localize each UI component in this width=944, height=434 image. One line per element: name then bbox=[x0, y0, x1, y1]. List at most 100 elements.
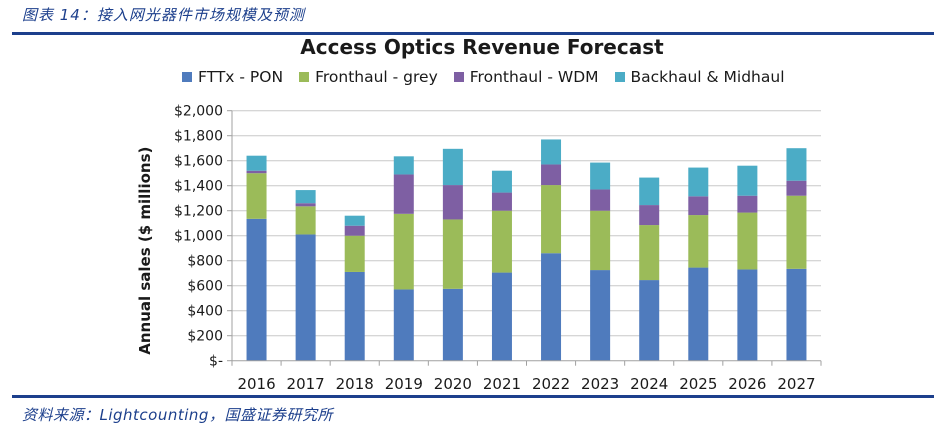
y-tick-label: $1,200 bbox=[174, 204, 223, 220]
legend-label: Fronthaul - grey bbox=[315, 68, 438, 86]
legend-label: FTTx - PON bbox=[198, 68, 284, 86]
bar-fronthaul-grey-2018 bbox=[344, 235, 365, 272]
bar-fttx-pon-2023 bbox=[590, 270, 611, 361]
bar-backhaul-midhaul-2025 bbox=[688, 167, 709, 197]
bar-stack-2019 bbox=[393, 156, 414, 361]
y-tick-label: $2,000 bbox=[174, 104, 223, 120]
bar-stack-2027 bbox=[786, 148, 807, 361]
bar-fttx-pon-2027 bbox=[786, 268, 807, 361]
legend-item-fttx-pon: FTTx - PON bbox=[182, 68, 283, 86]
y-tick-label: $1,600 bbox=[174, 154, 223, 170]
legend-swatch-fronthaul-wdm bbox=[453, 72, 464, 82]
bar-fronthaul-wdm-2024 bbox=[639, 205, 660, 226]
x-tick-label: 2018 bbox=[336, 375, 374, 393]
bar-fronthaul-grey-2021 bbox=[491, 210, 512, 273]
bar-fronthaul-wdm-2019 bbox=[393, 174, 414, 214]
bar-stack-2025 bbox=[688, 167, 709, 361]
x-tick-label: 2022 bbox=[532, 375, 570, 393]
bar-fronthaul-grey-2019 bbox=[393, 213, 414, 290]
legend-item-backhaul-midhaul: Backhaul & Midhaul bbox=[614, 68, 785, 86]
bar-stack-2026 bbox=[737, 165, 758, 361]
x-tick-label: 2023 bbox=[581, 375, 619, 393]
bar-fronthaul-grey-2026 bbox=[737, 212, 758, 270]
y-tick-label: $1,000 bbox=[174, 229, 223, 245]
legend-label: Backhaul & Midhaul bbox=[630, 68, 785, 86]
bar-fronthaul-grey-2025 bbox=[688, 215, 709, 268]
gridlines bbox=[227, 110, 821, 362]
bar-fronthaul-grey-2016 bbox=[246, 173, 267, 219]
bar-stack-2023 bbox=[590, 162, 611, 361]
x-tick-labels: 2016 2017 2018 2019 2020 2021 2022 2023 2024 2025… bbox=[237, 375, 815, 393]
y-tick-label: $1,400 bbox=[174, 179, 223, 195]
x-tick-label: 2027 bbox=[777, 375, 815, 393]
y-axis-label: Annual sales ($ millions) bbox=[136, 147, 154, 355]
bar-fronthaul-wdm-2021 bbox=[491, 192, 512, 211]
legend: FTTx - PON Fronthaul - grey Fronthaul - … bbox=[182, 68, 785, 86]
bar-fronthaul-grey-2017 bbox=[295, 206, 316, 235]
axes bbox=[231, 110, 822, 366]
bar-backhaul-midhaul-2024 bbox=[639, 177, 660, 206]
bar-stack-2022 bbox=[541, 139, 562, 361]
legend-item-fronthaul-wdm: Fronthaul - WDM bbox=[453, 68, 599, 86]
bar-fronthaul-grey-2023 bbox=[590, 210, 611, 271]
legend-swatch-fttx-pon bbox=[182, 72, 192, 82]
bar-fttx-pon-2024 bbox=[639, 280, 660, 361]
bar-fttx-pon-2018 bbox=[344, 271, 365, 361]
x-tick-label: 2025 bbox=[679, 375, 717, 393]
bar-backhaul-midhaul-2022 bbox=[541, 139, 562, 165]
x-tick-label: 2024 bbox=[630, 375, 668, 393]
y-tick-label: $400 bbox=[187, 304, 223, 320]
y-tick-label: $- bbox=[209, 354, 223, 370]
bar-stack-2018 bbox=[344, 215, 365, 361]
bar-fronthaul-wdm-2020 bbox=[442, 185, 463, 220]
bar-fttx-pon-2019 bbox=[393, 289, 414, 361]
y-tick-label: $600 bbox=[187, 279, 223, 295]
x-tick-label: 2026 bbox=[728, 375, 766, 393]
bar-backhaul-midhaul-2018 bbox=[344, 215, 365, 226]
bar-backhaul-midhaul-2016 bbox=[246, 155, 267, 171]
y-tick-label: $200 bbox=[187, 329, 223, 345]
bar-fttx-pon-2026 bbox=[737, 269, 758, 361]
bar-stack-2016 bbox=[246, 155, 267, 361]
bar-stack-2020 bbox=[442, 148, 463, 361]
bars bbox=[246, 139, 807, 361]
y-tick-label: $800 bbox=[187, 254, 223, 270]
bar-fronthaul-wdm-2022 bbox=[541, 164, 562, 186]
x-tick-label: 2016 bbox=[237, 375, 275, 393]
bar-stack-2024 bbox=[639, 177, 660, 361]
x-tick-label: 2020 bbox=[434, 375, 472, 393]
figure-caption: 图表 14：接入网光器件市场规模及预测 bbox=[22, 6, 305, 24]
bar-backhaul-midhaul-2021 bbox=[491, 170, 512, 193]
bar-backhaul-midhaul-2019 bbox=[393, 156, 414, 175]
bar-fronthaul-wdm-2023 bbox=[590, 189, 611, 211]
bar-backhaul-midhaul-2020 bbox=[442, 148, 463, 186]
bar-fttx-pon-2025 bbox=[688, 267, 709, 361]
x-tick-label: 2021 bbox=[483, 375, 521, 393]
bar-backhaul-midhaul-2026 bbox=[737, 165, 758, 196]
bar-fronthaul-wdm-2017 bbox=[295, 203, 316, 207]
bar-backhaul-midhaul-2027 bbox=[786, 148, 807, 181]
bar-fttx-pon-2021 bbox=[491, 272, 512, 361]
legend-label: Fronthaul - WDM bbox=[469, 68, 599, 86]
bar-fronthaul-wdm-2027 bbox=[786, 180, 807, 196]
bar-fronthaul-wdm-2025 bbox=[688, 196, 709, 216]
bar-fronthaul-wdm-2018 bbox=[344, 225, 365, 236]
bar-fronthaul-grey-2020 bbox=[442, 219, 463, 289]
y-tick-labels: $- $200 $400 $600 $800 $1,000 $1,200 $1,400 $1,6… bbox=[174, 104, 223, 370]
y-tick-label: $1,800 bbox=[174, 129, 223, 145]
x-tick-label: 2017 bbox=[287, 375, 325, 393]
legend-item-fronthaul-grey: Fronthaul - grey bbox=[299, 68, 438, 86]
bar-fttx-pon-2020 bbox=[442, 288, 463, 361]
chart-title: Access Optics Revenue Forecast bbox=[300, 35, 664, 59]
x-tick-label: 2019 bbox=[385, 375, 423, 393]
bar-fttx-pon-2017 bbox=[295, 234, 316, 361]
bar-backhaul-midhaul-2023 bbox=[590, 162, 611, 190]
bar-fronthaul-grey-2027 bbox=[786, 195, 807, 269]
figure-source: 资料来源：Lightcounting，国盛证券研究所 bbox=[22, 406, 333, 424]
bar-fronthaul-wdm-2016 bbox=[246, 170, 267, 174]
top-rule bbox=[12, 32, 934, 35]
bar-fronthaul-grey-2022 bbox=[541, 185, 562, 254]
bar-fttx-pon-2022 bbox=[541, 253, 562, 361]
bar-stack-2021 bbox=[491, 170, 512, 361]
